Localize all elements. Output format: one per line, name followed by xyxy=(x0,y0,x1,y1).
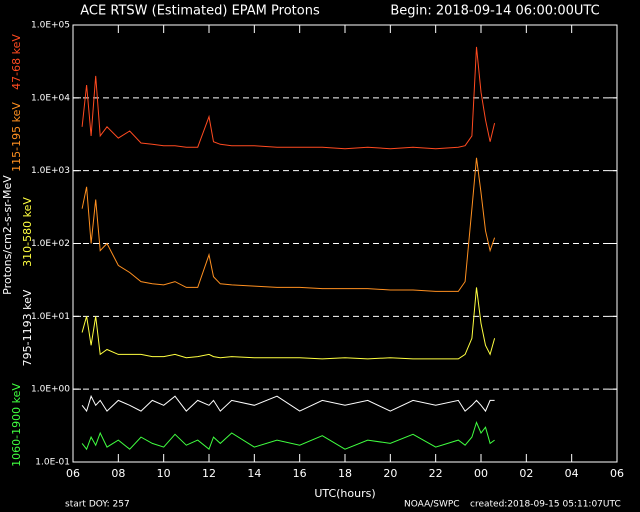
y-tick-label: 1.0E-01 xyxy=(35,458,70,468)
legend-label: 47-68 keV xyxy=(10,34,23,90)
chart-title: ACE RTSW (Estimated) EPAM Protons xyxy=(80,4,320,19)
data-line xyxy=(81,157,496,292)
legend-label: 1060-1900 keV xyxy=(10,383,23,467)
x-tick-label: 18 xyxy=(338,467,352,480)
x-tick-label: 02 xyxy=(519,467,533,480)
data-line xyxy=(81,287,496,360)
x-tick-label: 06 xyxy=(66,467,80,480)
x-tick-label: 00 xyxy=(474,467,488,480)
y-tick-label: 1.0E+00 xyxy=(31,385,70,395)
y-axis-label: Protons/cm2-s-sr-MeV xyxy=(1,175,14,295)
footer-center: NOAA/SWPC xyxy=(404,500,460,510)
x-tick-label: 20 xyxy=(383,467,397,480)
data-line xyxy=(81,420,495,451)
x-tick-label: 06 xyxy=(610,467,624,480)
y-tick-label: 1.0E+01 xyxy=(31,312,70,322)
x-tick-label: 22 xyxy=(429,467,443,480)
data-line xyxy=(81,394,495,413)
y-tick-label: 1.0E+05 xyxy=(31,21,70,31)
legend-label: 310-580 keV xyxy=(21,197,34,267)
legend-label: 115-195 keV xyxy=(10,102,23,172)
footer-right: created:2018-09-15 05:11:07UTC xyxy=(470,500,621,510)
x-tick-label: 10 xyxy=(157,467,171,480)
x-tick-label: 14 xyxy=(247,467,261,480)
data-line xyxy=(81,46,496,150)
x-axis-label: UTC(hours) xyxy=(314,487,375,500)
y-tick-label: 1.0E+03 xyxy=(31,166,70,176)
x-tick-label: 16 xyxy=(293,467,307,480)
chart-subtitle: Begin: 2018-09-14 06:00:00UTC xyxy=(390,4,599,19)
y-tick-label: 1.0E+04 xyxy=(31,93,70,103)
y-tick-label: 1.0E+02 xyxy=(31,239,70,249)
footer-left: start DOY: 257 xyxy=(65,500,130,510)
x-tick-label: 08 xyxy=(111,467,125,480)
legend-label: 795-1193 keV xyxy=(21,289,34,366)
x-tick-label: 12 xyxy=(202,467,216,480)
x-tick-label: 04 xyxy=(565,467,579,480)
